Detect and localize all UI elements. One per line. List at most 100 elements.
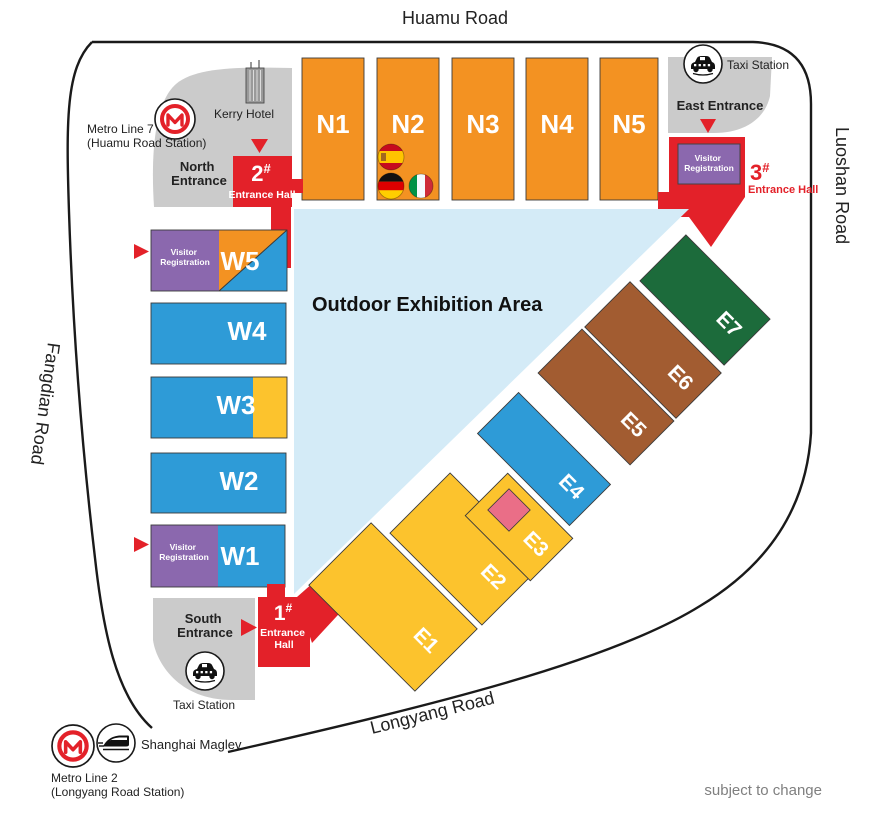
venue-boundary-main [92,40,813,754]
metro2-label-line2: (Longyang Road Station) [51,785,184,799]
hall-e4: E4 [476,391,612,527]
e3-pink-shape [487,488,531,532]
entrance-hall-1: 1# Entrance Hall [258,575,349,667]
north-entrance-marker-icon [251,139,268,153]
south-entrance-area [153,598,255,700]
road-label-huamu: Huamu Road [402,8,508,28]
entrance-hall-2-number: 2# [251,161,271,186]
taxi-station-label-east: Taxi Station [727,58,789,72]
vr-w5-line2: Registration [160,257,210,267]
entrance-hall-3-number: 3# [750,160,770,185]
hall-e1-shape [308,522,478,692]
hall-n5-label: N5 [612,109,645,139]
kerry-hotel-icon [245,60,265,104]
hall-w1-label: W1 [221,541,260,571]
entrance-hall-3: Visitor Registration 3# Entrance Hall [658,137,818,247]
italy-flag-icon [408,173,434,199]
metro2-label-line1: Metro Line 2 [51,771,118,785]
road-label-fangdian: Fangdian Road [27,341,64,466]
shanghai-maglev-label: Shanghai Maglev [141,737,242,752]
north-entrance-label: North Entrance [171,159,227,188]
hall-w4-shape [150,302,287,365]
hall-w3-label: W3 [217,390,256,420]
vr-w5-line1: Visitor [171,247,198,257]
hall3-number: 3 [750,160,762,185]
germany-flag-icon [377,172,405,200]
hall-w5-divider [218,229,288,292]
hall-e4-shape [476,391,612,527]
road-label-longyang: Longyang Road [368,688,496,738]
visitor-registration-3-label: Visitor Registration [684,153,734,173]
hall-n3-shape [451,57,515,201]
taxi-icon-south [185,651,225,691]
vr-w1-line1: Visitor [170,542,197,552]
hall-n1-shape [301,57,365,201]
outdoor-exhibition-area [294,209,689,594]
north-entrance-line1: North [180,159,215,174]
hall-e7-shape [639,234,771,366]
hall-w5: Visitor Registration W5 [150,229,288,292]
hall-e6: E6 [584,281,722,419]
vr3-line1: Visitor [695,153,722,163]
hall-e1: E1 [308,522,478,692]
visitor-registration-w1-shape [151,525,218,587]
w5-arrow-icon [134,244,149,259]
north-entrance-line2: Entrance [171,173,227,188]
hall-w5-label: W5 [221,246,260,276]
entrance-hall-1-stub [267,584,285,598]
hall-w2-shape [150,452,287,514]
kerry-hotel-label: Kerry Hotel [214,107,274,121]
hall1-hash: # [286,601,293,615]
hall3-hash: # [762,160,770,175]
hall-w2-label: W2 [220,466,259,496]
entrance-hall-2-shape [233,156,292,207]
entrance-hall-2-stub [291,179,303,193]
entrance-hall-2-label: Entrance Hall [228,189,295,201]
taxi-icon-east [683,44,723,84]
hall-e6-shape [584,281,722,419]
outdoor-area-label: Outdoor Exhibition Area [312,294,543,316]
hall-n4-shape [525,57,589,201]
entrance-hall-3-connector [658,192,745,247]
hall-n5-shape [599,57,659,201]
hall-w2: W2 [150,452,287,514]
hall-n4: N4 [525,57,589,201]
hall-n3: N3 [451,57,515,201]
vr3-line2: Registration [684,163,734,173]
entrance-hall-1-label: Entrance Hall [260,627,308,651]
hall-w3-shape [151,377,253,438]
east-entrance-label: East Entrance [677,98,764,113]
metro-icon-line7 [153,97,197,141]
venue-boundary-left [66,41,153,729]
visitor-registration-w5-label: Visitor Registration [160,247,210,267]
metro7-label-line1: Metro Line 7 [87,122,154,136]
hall-n2-label: N2 [391,109,424,139]
hall-n3-label: N3 [466,109,499,139]
hall-w1-blue-part [218,525,285,587]
visitor-registration-w1-label: Visitor Registration [159,542,209,562]
south-entrance-line1: South [185,611,222,626]
maglev-icon [96,723,136,763]
hall-n5: N5 [599,57,659,201]
taxi-station-label-south: Taxi Station [173,698,235,712]
metro-icon-line2 [52,725,94,767]
entrance-hall-1-number: 1# [274,601,293,625]
hall-w3: W3 [150,376,288,439]
spain-flag-icon [377,143,405,171]
hall-e5: E5 [537,328,675,466]
metro7-label-line2: (Huamu Road Station) [87,136,206,150]
footnote-text: subject to change [704,782,822,799]
south-entrance-arrow-icon [241,619,257,636]
hall-e3-shape [464,472,574,582]
entrance-hall-3-label: Entrance Hall [748,184,818,196]
visitor-registration-3-shape [677,143,741,185]
hall-w4: W4 [150,302,287,365]
hall-w4-label: W4 [228,316,268,346]
hall-w5-outline [150,229,288,292]
east-entrance-marker-icon [700,119,716,133]
hall1-number: 1 [274,602,286,625]
w1-arrow-icon [134,537,149,552]
hall2-number: 2 [251,161,263,186]
vr-w1-line2: Registration [159,552,209,562]
